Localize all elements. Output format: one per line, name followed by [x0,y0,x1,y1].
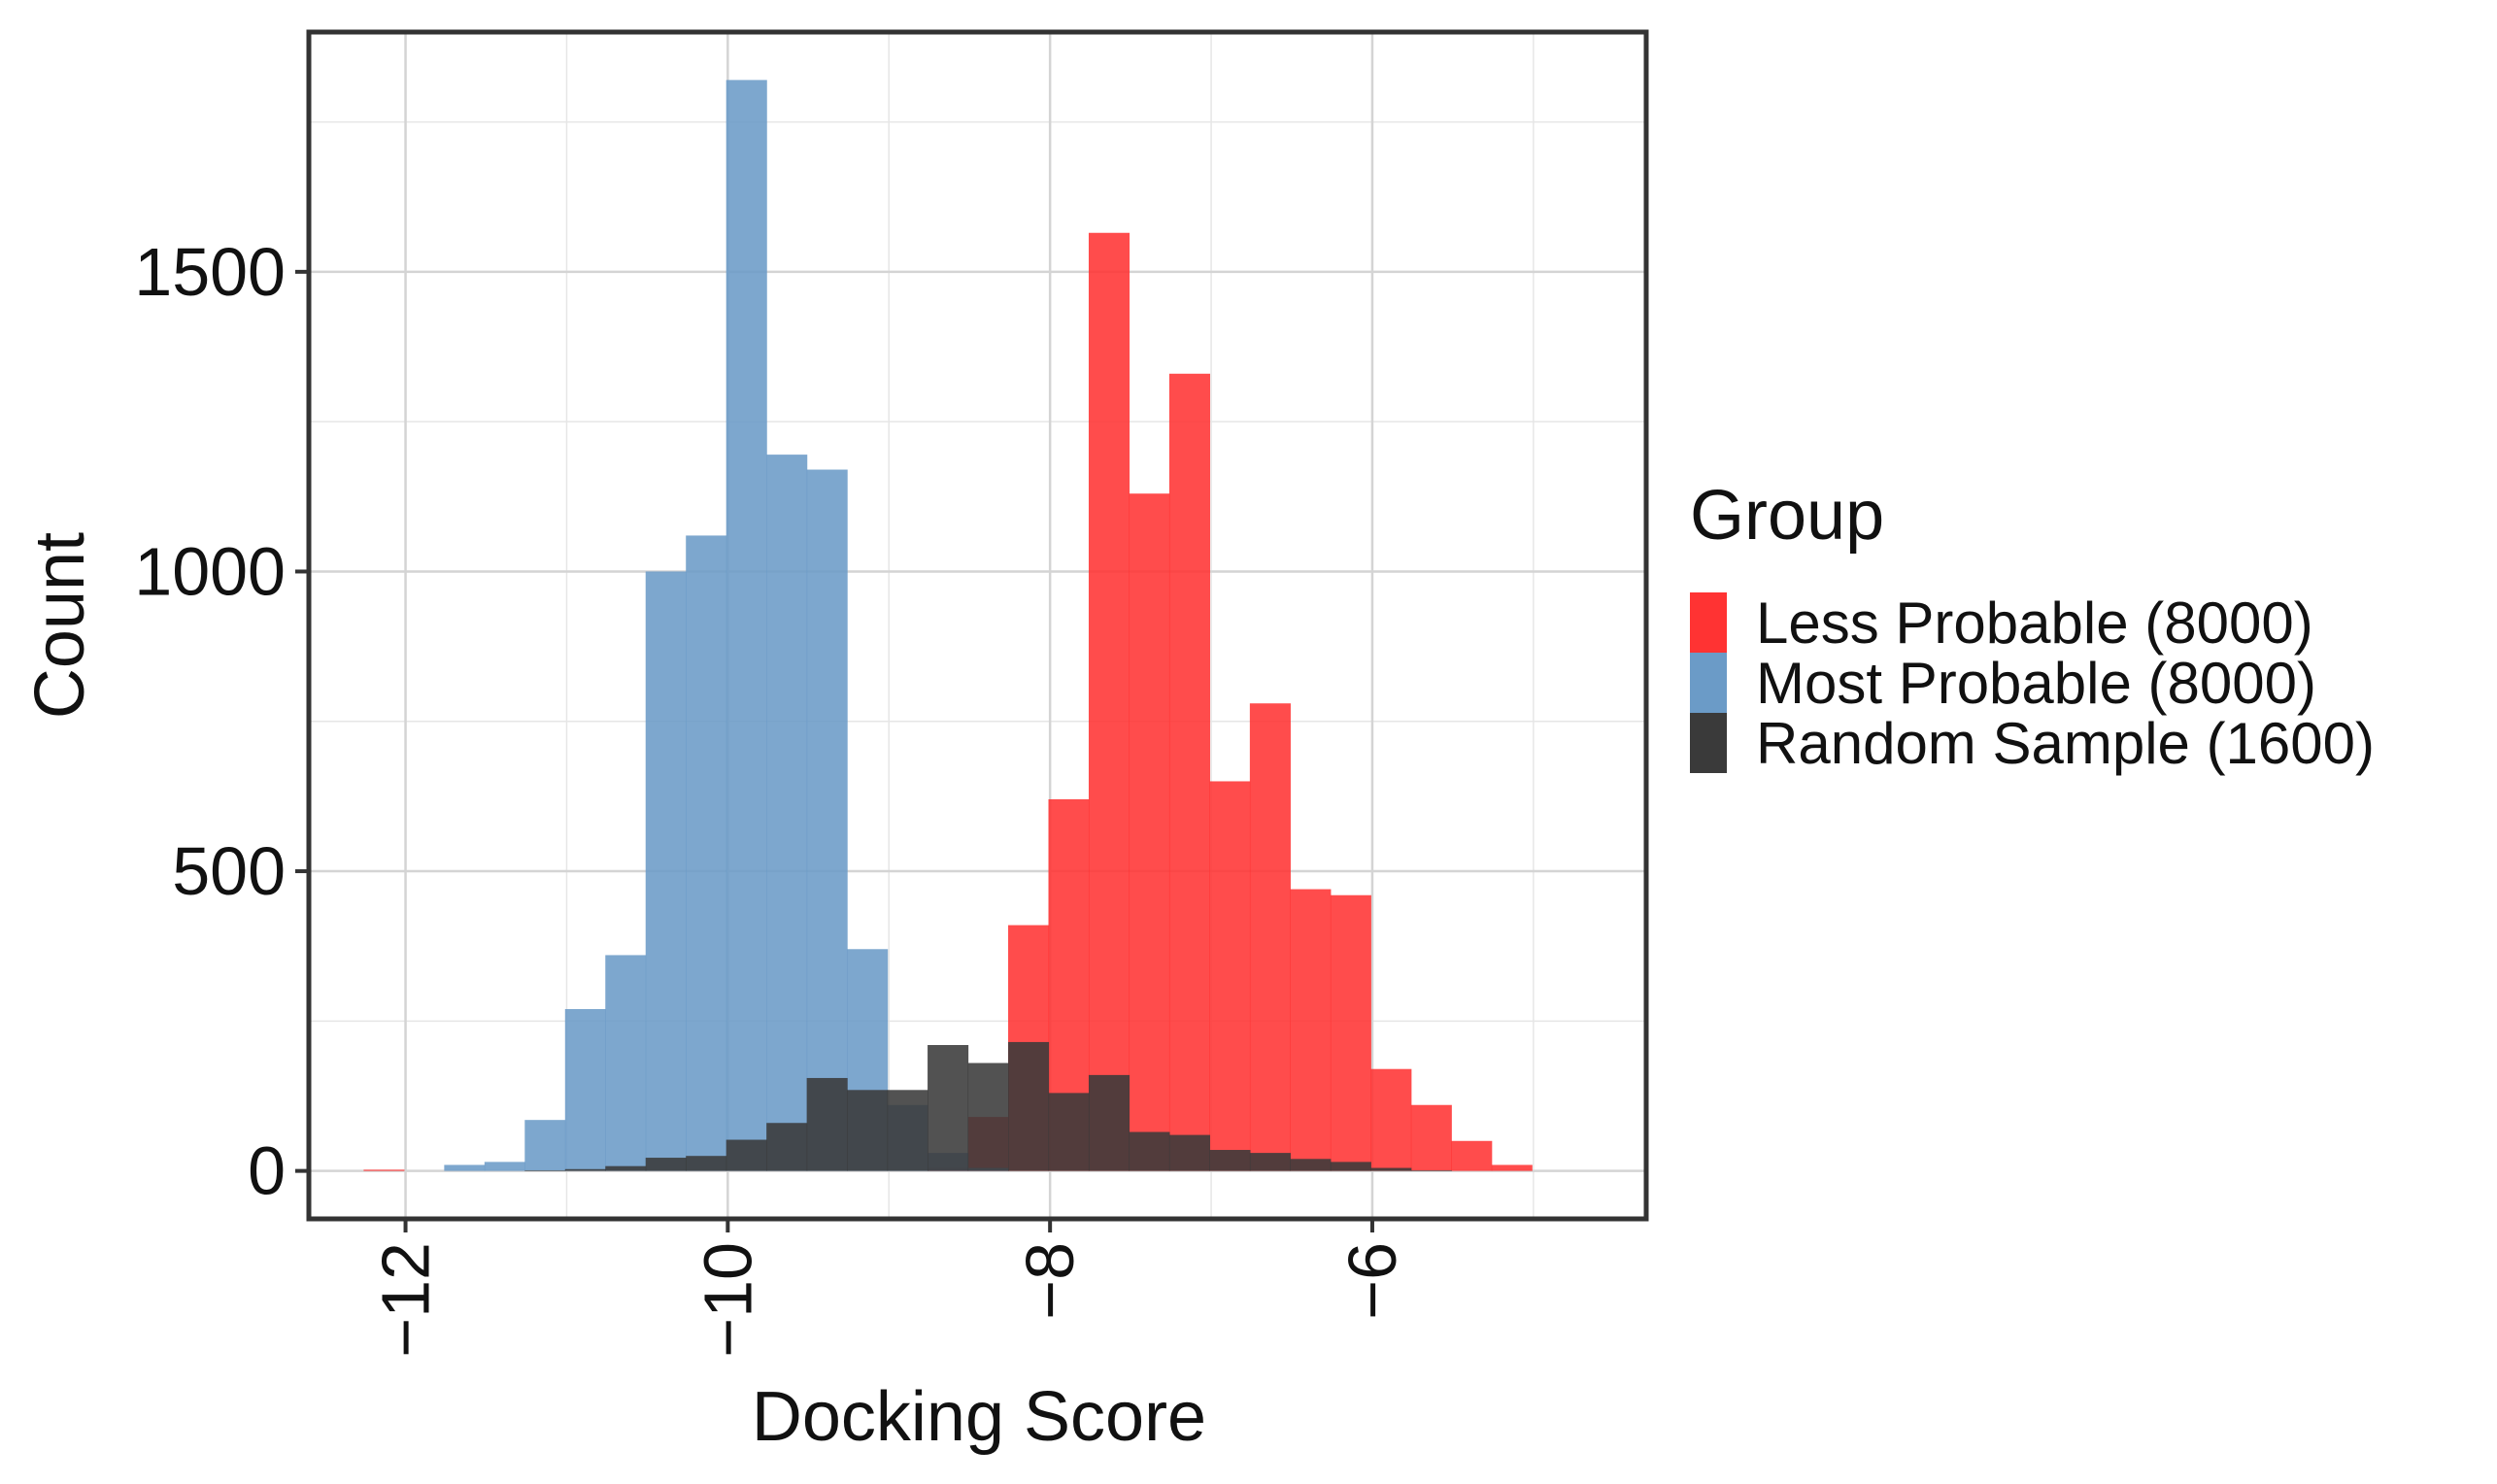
bar [605,955,647,1171]
y-tick-label: 0 [248,1133,286,1209]
bar [686,1156,727,1171]
bar [524,1170,566,1171]
bar [1249,1153,1291,1171]
bar [524,1120,566,1171]
bar [1209,1150,1251,1171]
bar [1168,1134,1211,1171]
y-tick-label: 1500 [134,234,286,310]
bar [1290,1159,1332,1171]
bar [1209,781,1251,1171]
legend-key [1690,713,1727,773]
bar [967,1062,1009,1171]
bar [1249,703,1291,1171]
x-axis: −12 −10 −8 −6 [368,1219,1410,1358]
bar [1410,1104,1452,1171]
bar [1491,1164,1533,1171]
bar [484,1162,525,1171]
bar [1330,1162,1371,1171]
bar [1410,1170,1452,1171]
bar [1451,1140,1493,1171]
bar [1168,373,1211,1171]
bar [725,80,767,1171]
bar [363,1169,405,1171]
bar [605,1165,647,1171]
x-tick-label: −8 [1012,1242,1088,1320]
legend-entries: Less Probable (8000)Most Probable (8000)… [1690,590,2375,776]
legend-key [1690,592,1727,653]
legend-label: Most Probable (8000) [1756,651,2316,716]
plot-frame [306,29,1649,1222]
bar [1008,1041,1050,1171]
legend-key [1690,653,1727,713]
x-tick-label: −10 [690,1242,765,1358]
series-0 [363,232,1533,1171]
y-axis-title: Count [21,532,99,719]
bar [806,1077,848,1171]
y-tick-label: 1000 [134,533,286,609]
bar [1290,889,1332,1171]
legend-entry: Less Probable (8000) [1690,590,2313,656]
bars-layer [363,80,1533,1171]
bar [847,1090,889,1171]
legend-entry: Random Sample (1600) [1690,711,2375,776]
legend-label: Less Probable (8000) [1756,590,2313,656]
bar [766,455,808,1171]
bar [645,1158,687,1171]
bar [887,1090,928,1171]
bar [1129,493,1170,1171]
bar [686,535,727,1171]
bar [1129,1131,1170,1171]
bar [1370,1167,1412,1171]
bar [645,571,687,1171]
x-tick-label: −12 [368,1242,444,1358]
bar [1088,1074,1130,1171]
bar [806,469,848,1171]
bar [1048,1093,1090,1171]
bar [725,1139,767,1171]
legend-label: Random Sample (1600) [1756,711,2375,776]
bar [564,1008,606,1171]
y-axis: 0 500 1000 1500 [134,234,309,1209]
bar [444,1164,486,1171]
x-axis-title: Docking Score [752,1378,1206,1456]
legend: Group Less Probable (8000)Most Probable … [1690,477,2375,776]
bar [928,1045,969,1171]
bar [766,1123,808,1171]
bar [564,1168,606,1171]
bar [1330,894,1371,1171]
series-1 [444,80,1009,1171]
x-tick-label: −6 [1334,1242,1410,1320]
legend-title: Group [1690,477,1884,555]
grid-layer [309,32,1646,1219]
legend-entry: Most Probable (8000) [1690,651,2316,716]
series-2 [524,1041,1452,1171]
bar [1088,232,1130,1171]
y-tick-label: 500 [172,833,286,909]
bar [1370,1068,1412,1171]
